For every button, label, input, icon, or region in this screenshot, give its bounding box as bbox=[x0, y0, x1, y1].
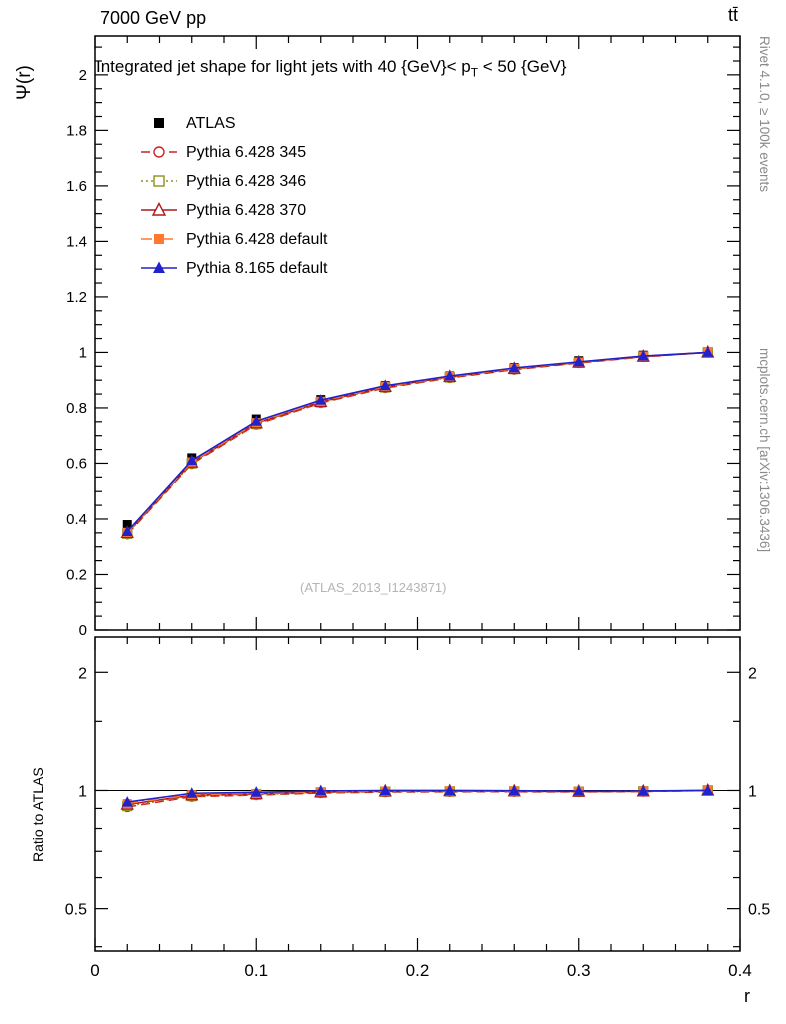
y-tick-label: 0.4 bbox=[66, 511, 87, 528]
x-tick-label: 0.2 bbox=[406, 961, 430, 980]
series-line bbox=[126, 351, 708, 533]
data-point-marker bbox=[444, 784, 456, 795]
data-point-marker bbox=[379, 784, 391, 795]
data-point-marker bbox=[154, 234, 164, 244]
y-tick-label: 1.6 bbox=[66, 178, 87, 195]
ratio-tick-label-right: 1 bbox=[748, 783, 757, 800]
data-point-marker bbox=[379, 379, 391, 391]
data-point-marker bbox=[315, 784, 327, 796]
legend-item: Pythia 6.428 345 bbox=[141, 144, 306, 161]
data-point-marker bbox=[250, 786, 262, 797]
data-point-marker bbox=[153, 175, 165, 187]
y-tick-label: 0.8 bbox=[66, 400, 87, 417]
data-point-marker bbox=[637, 784, 649, 796]
ratio-tick-label-right: 2 bbox=[748, 665, 757, 682]
x-axis-title: r bbox=[744, 986, 750, 1006]
ratio-tick-label-left: 2 bbox=[78, 665, 87, 682]
series-line bbox=[126, 351, 708, 535]
data-point-marker bbox=[153, 146, 165, 158]
y-tick-label: 0 bbox=[79, 622, 87, 639]
data-point-marker bbox=[573, 355, 585, 367]
legend: ATLAS Pythia 6.428 345 Pythia 6.428 346 Pyt… bbox=[141, 115, 328, 277]
ratio-series-pythia-8-165-default bbox=[121, 784, 714, 807]
series-pythia-6-428-370 bbox=[120, 344, 715, 539]
plot-title-prefix: Integrated jet shape for light jets with… bbox=[96, 57, 471, 76]
plot-title-suffix: < 50 {GeV} bbox=[478, 57, 567, 76]
legend-item: Pythia 6.428 346 bbox=[141, 173, 306, 190]
ratio-tick-label-left: 1 bbox=[78, 783, 87, 800]
ratio-series-pythia-6-428-default bbox=[122, 785, 713, 809]
legend-label: Pythia 6.428 345 bbox=[186, 144, 306, 161]
x-tick-label: 0.3 bbox=[567, 961, 591, 980]
series-pythia-6-428-346 bbox=[122, 347, 713, 539]
series-atlas bbox=[122, 347, 713, 530]
data-point-marker bbox=[121, 796, 133, 807]
data-point-marker bbox=[153, 261, 165, 273]
series-line bbox=[126, 351, 708, 535]
plot-title-subscript: T bbox=[470, 65, 479, 80]
y-tick-label: 2 bbox=[79, 67, 87, 84]
y-tick-label: 0.2 bbox=[66, 566, 87, 583]
y-tick-label: 1.4 bbox=[66, 233, 87, 250]
data-point-marker bbox=[637, 350, 649, 361]
x-tick-label: 0.1 bbox=[244, 961, 268, 980]
legend-item: Pythia 6.428 370 bbox=[141, 201, 306, 219]
legend-label: Pythia 6.428 370 bbox=[186, 202, 306, 219]
data-point-marker bbox=[315, 394, 327, 405]
analysis-id-watermark: (ATLAS_2013_I1243871) bbox=[300, 580, 447, 595]
data-point-marker bbox=[151, 201, 167, 216]
ratio-series-line bbox=[127, 789, 708, 803]
data-point-marker bbox=[508, 784, 520, 796]
y-tick-label: 1 bbox=[79, 344, 87, 361]
data-point-marker bbox=[702, 346, 714, 357]
data-point-marker bbox=[250, 415, 262, 426]
series-pythia-6-428-345 bbox=[122, 347, 713, 540]
legend-label: Pythia 8.165 default bbox=[186, 260, 328, 277]
ratio-tick-label-left: 0.5 bbox=[65, 902, 87, 919]
x-tick-label: 0 bbox=[90, 961, 99, 980]
ratio-tick-label-right: 0.5 bbox=[748, 902, 770, 919]
data-point-marker bbox=[121, 525, 133, 536]
series-line bbox=[126, 351, 708, 534]
data-point-marker bbox=[508, 361, 520, 373]
data-point-marker bbox=[702, 784, 714, 795]
process-label: tt̄ bbox=[728, 5, 739, 25]
ratio-series-pythia-6-428-346 bbox=[122, 785, 713, 812]
legend-item: Pythia 8.165 default bbox=[141, 260, 328, 277]
data-point-marker bbox=[122, 520, 132, 530]
x-tick-label: 0.4 bbox=[728, 961, 752, 980]
beam-energy-label: 7000 GeV pp bbox=[100, 8, 207, 28]
plot-title: Integrated jet shape for light jets with… bbox=[96, 57, 566, 79]
data-point-marker bbox=[186, 787, 198, 798]
data-point-marker bbox=[186, 454, 198, 466]
legend-label: Pythia 6.428 346 bbox=[186, 173, 306, 190]
series-pythia-8-165-default bbox=[121, 346, 714, 536]
series-line bbox=[126, 351, 708, 533]
legend-label: ATLAS bbox=[186, 115, 236, 132]
legend-item: Pythia 6.428 default bbox=[141, 231, 328, 248]
y-tick-label: 0.6 bbox=[66, 455, 87, 472]
series-pythia-6-428-default bbox=[122, 347, 713, 537]
tick-marks bbox=[94, 36, 741, 951]
tick-labels: 0 0.2 0.4 0.6 0.8 1 1.2 1.4 1.6 1.8 2 0.5 0.5 1 1 2 2 0 0.… bbox=[65, 67, 771, 980]
legend-label: Pythia 6.428 default bbox=[186, 231, 328, 248]
data-point-marker bbox=[154, 118, 164, 128]
data-point-marker bbox=[444, 370, 456, 381]
y-tick-label: 1.2 bbox=[66, 289, 87, 306]
legend-item: ATLAS bbox=[154, 115, 236, 132]
data-point-marker bbox=[573, 785, 585, 796]
y-tick-label: 1.8 bbox=[66, 122, 87, 139]
